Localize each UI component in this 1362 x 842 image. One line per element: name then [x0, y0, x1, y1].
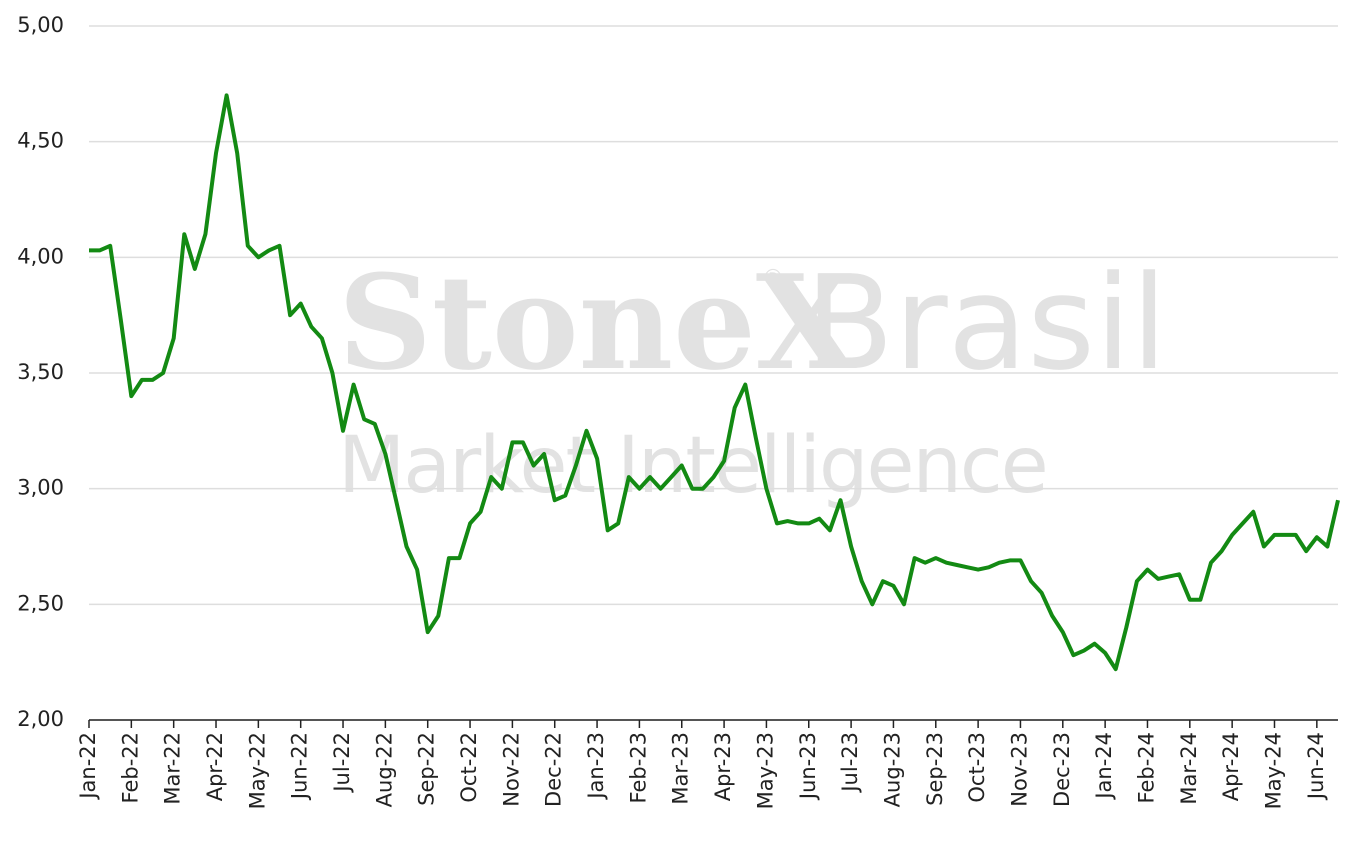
- x-tick-label: May-22: [245, 732, 269, 809]
- y-tick-label: 3,00: [17, 476, 64, 500]
- watermark: StoneX ® Brasil Market Intelligence: [338, 246, 1167, 511]
- x-tick-label: Mar-22: [161, 732, 185, 805]
- x-tick-label: Jul-22: [330, 732, 354, 794]
- x-tick-label: Feb-23: [626, 732, 650, 803]
- y-tick-label: 2,00: [17, 707, 64, 731]
- x-tick-label: Nov-22: [499, 732, 523, 807]
- x-tick-label: Jun-23: [796, 732, 820, 801]
- x-tick-label: Oct-23: [965, 732, 989, 803]
- line-series: [89, 93, 1340, 672]
- x-tick-label: May-24: [1261, 732, 1285, 809]
- x-tick-label: Sep-23: [923, 732, 947, 806]
- y-tick-label: 4,00: [17, 244, 64, 268]
- x-tick-label: Aug-22: [372, 732, 396, 807]
- x-tick-label: Aug-23: [880, 732, 904, 807]
- x-tick-label: Jan-23: [584, 732, 608, 801]
- x-tick-label: Dec-23: [1050, 732, 1074, 807]
- x-tick-label: May-23: [753, 732, 777, 809]
- x-tick-label: Oct-22: [457, 732, 481, 803]
- x-tick-label: Apr-23: [711, 732, 735, 801]
- y-tick-label: 4,50: [17, 129, 64, 153]
- y-tick-label: 3,50: [17, 360, 64, 384]
- x-tick-label: Apr-24: [1219, 732, 1243, 801]
- x-tick-label: Nov-23: [1007, 732, 1031, 807]
- watermark-mark: ®: [762, 266, 784, 291]
- x-tick-label: Feb-24: [1134, 732, 1158, 803]
- y-tick-label: 2,50: [17, 591, 64, 615]
- watermark-subtitle: Market Intelligence: [338, 421, 1047, 511]
- watermark-region: Brasil: [805, 247, 1167, 399]
- x-tick-label: Jan-24: [1092, 732, 1116, 801]
- x-tick-label: Jul-23: [838, 732, 862, 794]
- x-tick-label: Feb-22: [118, 732, 142, 803]
- y-tick-label: 5,00: [17, 13, 64, 37]
- x-tick-label: Mar-24: [1177, 732, 1201, 805]
- x-tick-label: Dec-22: [542, 732, 566, 807]
- x-tick-label: Jan-22: [76, 732, 100, 801]
- x-tick-label: Sep-22: [415, 732, 439, 806]
- x-tick-label: Mar-23: [669, 732, 693, 805]
- x-tick-label: Jun-24: [1304, 732, 1328, 801]
- x-tick-label: Jun-22: [288, 732, 312, 801]
- x-tick-label: Apr-22: [203, 732, 227, 801]
